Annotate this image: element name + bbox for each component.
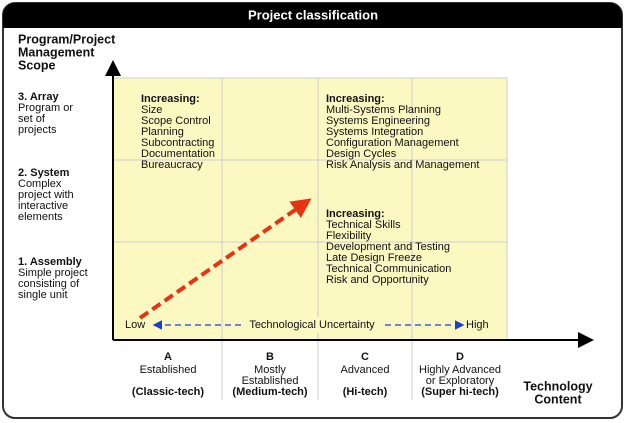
level-name: 3. Array xyxy=(18,91,59,103)
block-item: Technical Communication xyxy=(326,263,451,275)
column-tech: (Super hi-tech) xyxy=(421,386,499,398)
column-name: Highly Advanced xyxy=(419,364,501,376)
block-item: Documentation xyxy=(141,148,215,160)
y-axis-title: Program/Project xyxy=(18,32,116,46)
column-name: Mostly xyxy=(254,364,286,376)
x-axis-title: Technology xyxy=(523,379,592,393)
column-letter: D xyxy=(456,351,464,363)
uncertainty-label: Technological Uncertainty xyxy=(249,319,375,331)
column-name: Established xyxy=(140,364,197,376)
block-item: Size xyxy=(141,104,162,116)
level-desc: single unit xyxy=(18,289,68,301)
y-axis-title: Management xyxy=(18,45,95,59)
column-name: Advanced xyxy=(341,364,390,376)
level-desc: Complex xyxy=(18,178,62,190)
high-label: High xyxy=(466,319,489,331)
level-desc: elements xyxy=(18,211,63,223)
level-desc: Program or xyxy=(18,102,73,114)
column-letter: B xyxy=(266,351,274,363)
block-item: Systems Engineering xyxy=(326,115,430,127)
block-item: Subcontracting xyxy=(141,137,214,149)
column-tech: (Classic-tech) xyxy=(132,386,204,398)
block-item: Design Cycles xyxy=(326,148,397,160)
block-heading: Increasing: xyxy=(141,93,200,105)
block-item: Technical Skills xyxy=(326,219,401,231)
block-item: Development and Testing xyxy=(326,241,450,253)
level-name: 2. System xyxy=(18,167,70,179)
block-item: Planning xyxy=(141,126,184,138)
block-item: Scope Control xyxy=(141,115,211,127)
y-axis-title: Scope xyxy=(18,58,56,72)
level-desc: interactive xyxy=(18,200,68,212)
column-tech: (Hi-tech) xyxy=(343,386,388,398)
grid-lines xyxy=(113,77,508,400)
block-item: Bureaucracy xyxy=(141,159,203,171)
header-title: Project classification xyxy=(248,7,378,22)
column-letter: A xyxy=(164,351,172,363)
level-desc: set of xyxy=(18,113,46,125)
block-item: Risk Analysis and Management xyxy=(326,159,479,171)
block-item: Late Design Freeze xyxy=(326,252,422,264)
column-name: or Exploratory xyxy=(426,375,495,387)
column-name: Established xyxy=(242,375,299,387)
column-letter: C xyxy=(361,351,369,363)
header-bar xyxy=(3,3,622,28)
level-desc: projects xyxy=(18,124,57,136)
level-desc: Simple project xyxy=(18,267,88,279)
trend-arrow xyxy=(138,198,312,320)
block-heading: Increasing: xyxy=(326,93,385,105)
level-name: 1. Assembly xyxy=(18,256,83,268)
level-desc: project with xyxy=(18,189,74,201)
block-item: Flexibility xyxy=(326,230,372,242)
x-axis-title: Content xyxy=(534,392,582,406)
block-item: Configuration Management xyxy=(326,137,459,149)
block-item: Risk and Opportunity xyxy=(326,274,429,286)
block-item: Systems Integration xyxy=(326,126,423,138)
column-tech: (Medium-tech) xyxy=(232,386,308,398)
level-desc: consisting of xyxy=(18,278,80,290)
block-item: Multi-Systems Planning xyxy=(326,104,441,116)
block-heading: Increasing: xyxy=(326,208,385,220)
low-label: Low xyxy=(125,319,145,331)
label-bg xyxy=(242,317,382,333)
